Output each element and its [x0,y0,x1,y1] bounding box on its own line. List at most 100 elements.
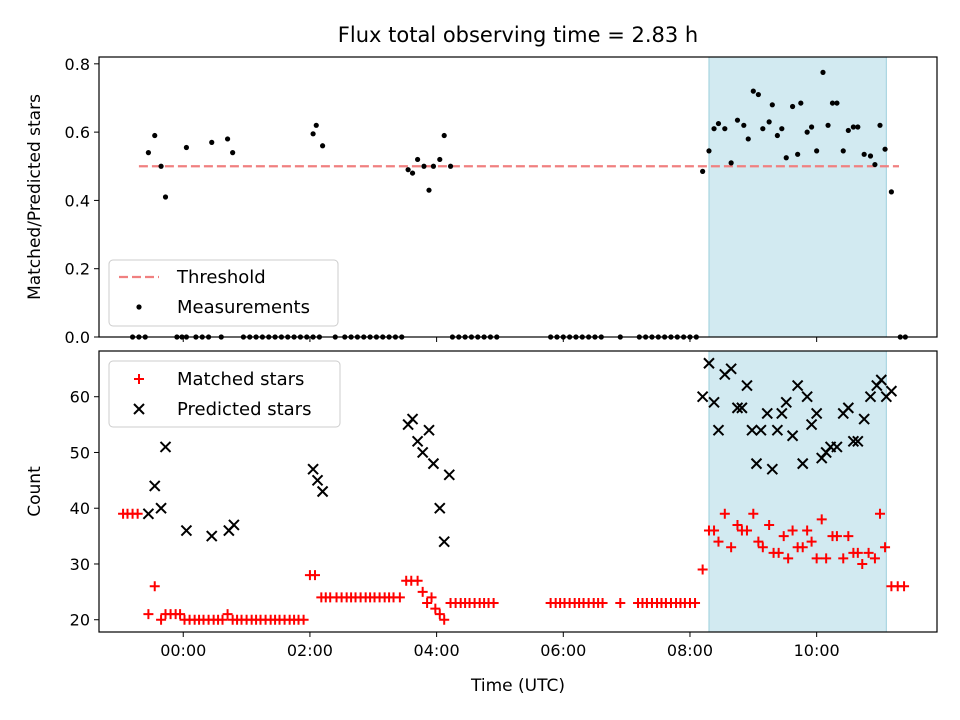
data-point-plus [899,581,910,592]
data-point [441,132,447,139]
data-point-plus [783,553,794,564]
data-point [310,131,316,137]
data-point-plus [132,508,143,519]
data-point-plus [412,575,423,586]
x-tick-label: 02:00 [287,641,333,660]
data-point [882,146,888,152]
data-point [789,103,796,110]
data-point [405,167,411,173]
data-point [437,156,443,163]
data-point [426,187,432,193]
data-point-x [776,407,788,420]
data-point-plus [757,542,768,553]
data-point-plus [863,547,874,558]
data-point [783,155,789,161]
data-point [861,151,867,157]
data-point [230,150,236,156]
legend-matched-label: Matched stars [177,369,304,390]
data-point [795,151,801,157]
y-tick-label: 50 [70,443,90,462]
data-point-x [842,402,855,414]
data-point-x [731,402,744,414]
legend-box [108,259,339,327]
data-point-plus [417,586,428,597]
legend-measurements-swatch [136,304,142,310]
data-point-x [416,446,429,459]
data-point [700,168,706,174]
series-predicted-stars [142,357,898,548]
data-point [145,150,152,156]
data-point-plus [430,603,441,614]
data-point-plus [615,598,626,609]
y-axis-label: Count [25,466,45,517]
data-point [734,117,741,123]
data-point-plus [175,609,186,620]
data-point-x [791,379,804,392]
data-point-plus [778,531,789,542]
legend-threshold-label: Threshold [176,267,266,288]
data-point [224,136,231,142]
x-axis-label: Time (UTC) [470,676,565,696]
data-point [755,91,761,98]
data-point-x [858,413,870,425]
data-point-plus [156,614,167,625]
legend-top: Threshold Measurements [108,259,339,327]
data-point [722,126,728,132]
data-point-x [810,407,823,420]
data-point [728,160,734,166]
data-point [711,126,717,132]
legend-measurements-label: Measurements [177,297,310,318]
data-point-plus [434,609,445,620]
data-point [834,100,840,106]
data-point-x [755,424,767,436]
data-point [409,170,416,176]
data-point-plus [597,598,608,609]
legend-matched-swatch [134,374,144,384]
data-point-x [750,457,763,470]
data-point-plus [806,536,817,547]
x-tick-label: 06:00 [540,641,586,660]
data-point-x [761,407,773,420]
data-point [158,163,164,169]
data-point-x [411,435,424,448]
y-tick-label: 0.6 [65,123,90,142]
data-point-x [852,435,864,448]
y-tick-label: 0.8 [65,55,90,74]
data-point-plus [748,508,759,519]
data-point-plus [797,542,808,553]
y-axis-label: Matched/Predicted stars [25,94,45,300]
data-point-x [725,363,737,375]
data-point [804,129,810,135]
data-point-x [434,502,446,514]
data-point [715,120,722,127]
data-point [820,69,826,75]
data-point-plus [422,598,433,609]
data-point-x [746,424,758,436]
data-point-x [427,457,440,470]
data-point-plus [719,508,730,519]
data-point [829,100,836,106]
data-point [867,153,874,159]
x-tick-label: 08:00 [667,641,713,660]
data-point-x [703,357,715,369]
data-point-x [831,441,843,453]
figure-title: Flux total observing time = 2.83 h [338,23,698,47]
x-tick-label: 00:00 [160,641,206,660]
data-point-x [801,391,813,403]
data-point [152,132,158,139]
data-point [183,144,190,151]
y-tick-label: 0.4 [65,191,90,210]
data-point [850,124,856,130]
data-point-x [159,441,172,453]
data-point-x [311,474,324,487]
data-point-plus [732,519,743,530]
data-point-plus [773,547,784,558]
data-point [814,148,820,154]
data-point [421,163,427,169]
data-point-x [155,502,167,514]
data-point-x [786,430,799,442]
data-point-plus [753,536,764,547]
data-point [745,136,751,142]
data-point [760,126,766,132]
